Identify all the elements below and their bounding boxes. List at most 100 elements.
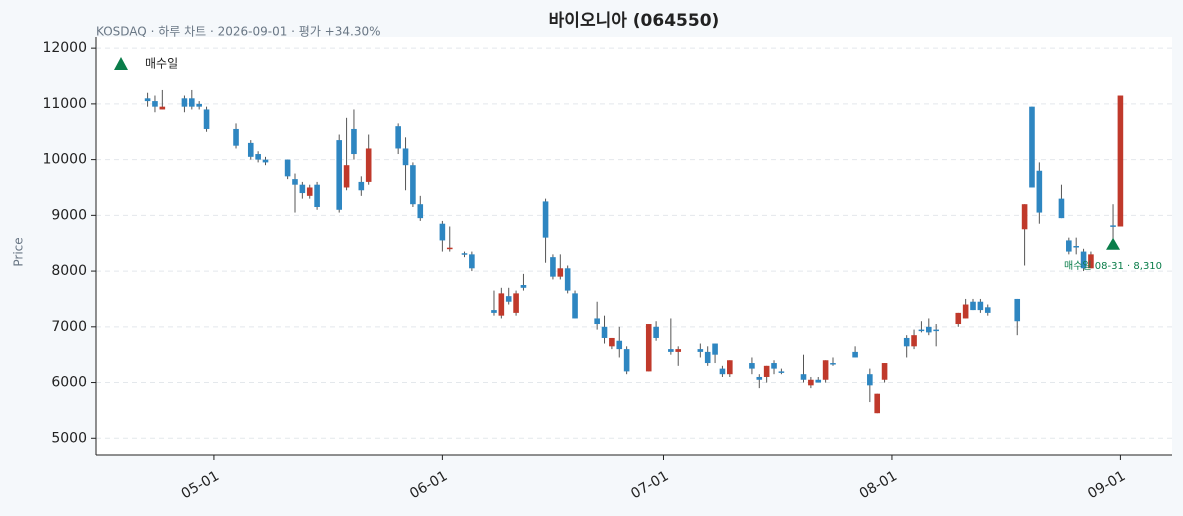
candle-body: [808, 379, 814, 386]
x-tick-label: 06-01: [407, 468, 450, 502]
candle-body: [704, 351, 711, 364]
candle-body: [668, 349, 674, 352]
candle-body: [925, 326, 932, 333]
candle-body: [918, 329, 925, 332]
candle-body: [903, 337, 910, 347]
candle-body: [601, 326, 608, 338]
candle-body: [874, 393, 881, 414]
candle-body: [1058, 198, 1065, 219]
candle-body: [351, 128, 357, 155]
y-axis-label: Price: [12, 237, 26, 266]
candle-body: [262, 159, 269, 163]
y-tick-label: 9000: [51, 207, 87, 223]
candle-body: [955, 312, 962, 325]
candle-body: [623, 349, 630, 372]
candle-body: [1066, 240, 1072, 252]
candle-body: [247, 142, 254, 157]
candle-body: [520, 285, 527, 288]
candle-body: [1014, 298, 1021, 322]
candle-body: [756, 376, 763, 380]
chart-title: 바이오니아 (064550): [549, 11, 720, 31]
candle-body: [822, 360, 829, 380]
candle-body: [159, 106, 166, 110]
candle-body: [365, 148, 372, 182]
y-tick-label: 7000: [51, 319, 87, 335]
candle-body: [697, 349, 704, 352]
buy-marker: [1106, 237, 1121, 250]
candle-body: [410, 165, 416, 205]
y-tick-label: 10000: [42, 152, 87, 168]
candle-body: [594, 318, 600, 325]
candle-body: [299, 184, 306, 194]
candle-body: [609, 337, 615, 347]
candle-body: [653, 326, 659, 338]
legend-marker: [114, 57, 128, 70]
candle-body: [763, 365, 770, 377]
y-tick-label: 11000: [42, 96, 87, 112]
candle-body: [181, 98, 188, 107]
candle-body: [1036, 170, 1043, 213]
candle-body: [439, 223, 446, 241]
candle-body: [616, 340, 623, 350]
candle-body: [491, 310, 497, 313]
candle-body: [1110, 225, 1116, 227]
candle-body: [306, 187, 313, 196]
candle-body: [144, 98, 151, 102]
candle-body: [1088, 254, 1094, 269]
candle-body: [498, 293, 505, 316]
candle-body: [727, 360, 733, 375]
candle-body: [984, 307, 991, 313]
candle-body: [469, 254, 475, 269]
candle-body: [800, 374, 807, 380]
candle-body: [564, 268, 571, 291]
candle-body: [962, 304, 969, 319]
candle-body: [233, 128, 239, 146]
candle-body: [395, 126, 401, 149]
candle-body: [343, 165, 350, 188]
candle-body: [461, 253, 468, 255]
candle-body: [542, 201, 549, 238]
candle-body: [336, 140, 343, 210]
candle-body: [1117, 95, 1124, 227]
candle-body: [572, 293, 578, 319]
candle-body: [189, 98, 195, 107]
candle-body: [881, 363, 888, 380]
candle-body: [505, 296, 512, 302]
plot-layer: 매수일 08-31 · 8,310: [96, 47, 1172, 439]
plot-area: [96, 37, 1172, 455]
legend-label: 매수일: [145, 57, 178, 71]
candle-body: [815, 379, 822, 383]
candle-body: [867, 374, 873, 386]
candle-body: [830, 363, 836, 365]
candle-body: [933, 329, 939, 332]
candle-body: [255, 154, 261, 160]
candle-body: [712, 343, 718, 355]
candle-body: [314, 184, 320, 207]
candle-body: [1021, 204, 1028, 230]
x-tick-label: 09-01: [1085, 468, 1128, 502]
candle-body: [417, 204, 424, 219]
candle-body: [446, 247, 453, 250]
candle-body: [196, 103, 202, 107]
candle-body: [771, 363, 777, 369]
candle-body: [911, 335, 917, 347]
candle-body: [645, 324, 652, 372]
candle-body: [358, 181, 365, 191]
buy-annotation: 매수일 08-31 · 8,310: [1064, 260, 1162, 272]
candle-body: [1080, 251, 1087, 269]
candle-body: [1073, 246, 1079, 248]
candle-body: [402, 148, 409, 166]
candle-body: [152, 101, 158, 107]
candle-body: [292, 179, 298, 185]
candle-body: [749, 363, 755, 369]
candle-body: [203, 109, 210, 129]
candle-body: [1029, 106, 1035, 188]
candle-body: [550, 257, 556, 277]
candle-body: [719, 368, 726, 375]
candle-body: [513, 293, 519, 313]
y-tick-label: 12000: [42, 40, 87, 56]
x-tick-label: 05-01: [179, 468, 222, 502]
candle-body: [977, 301, 984, 311]
candle-body: [778, 371, 785, 373]
